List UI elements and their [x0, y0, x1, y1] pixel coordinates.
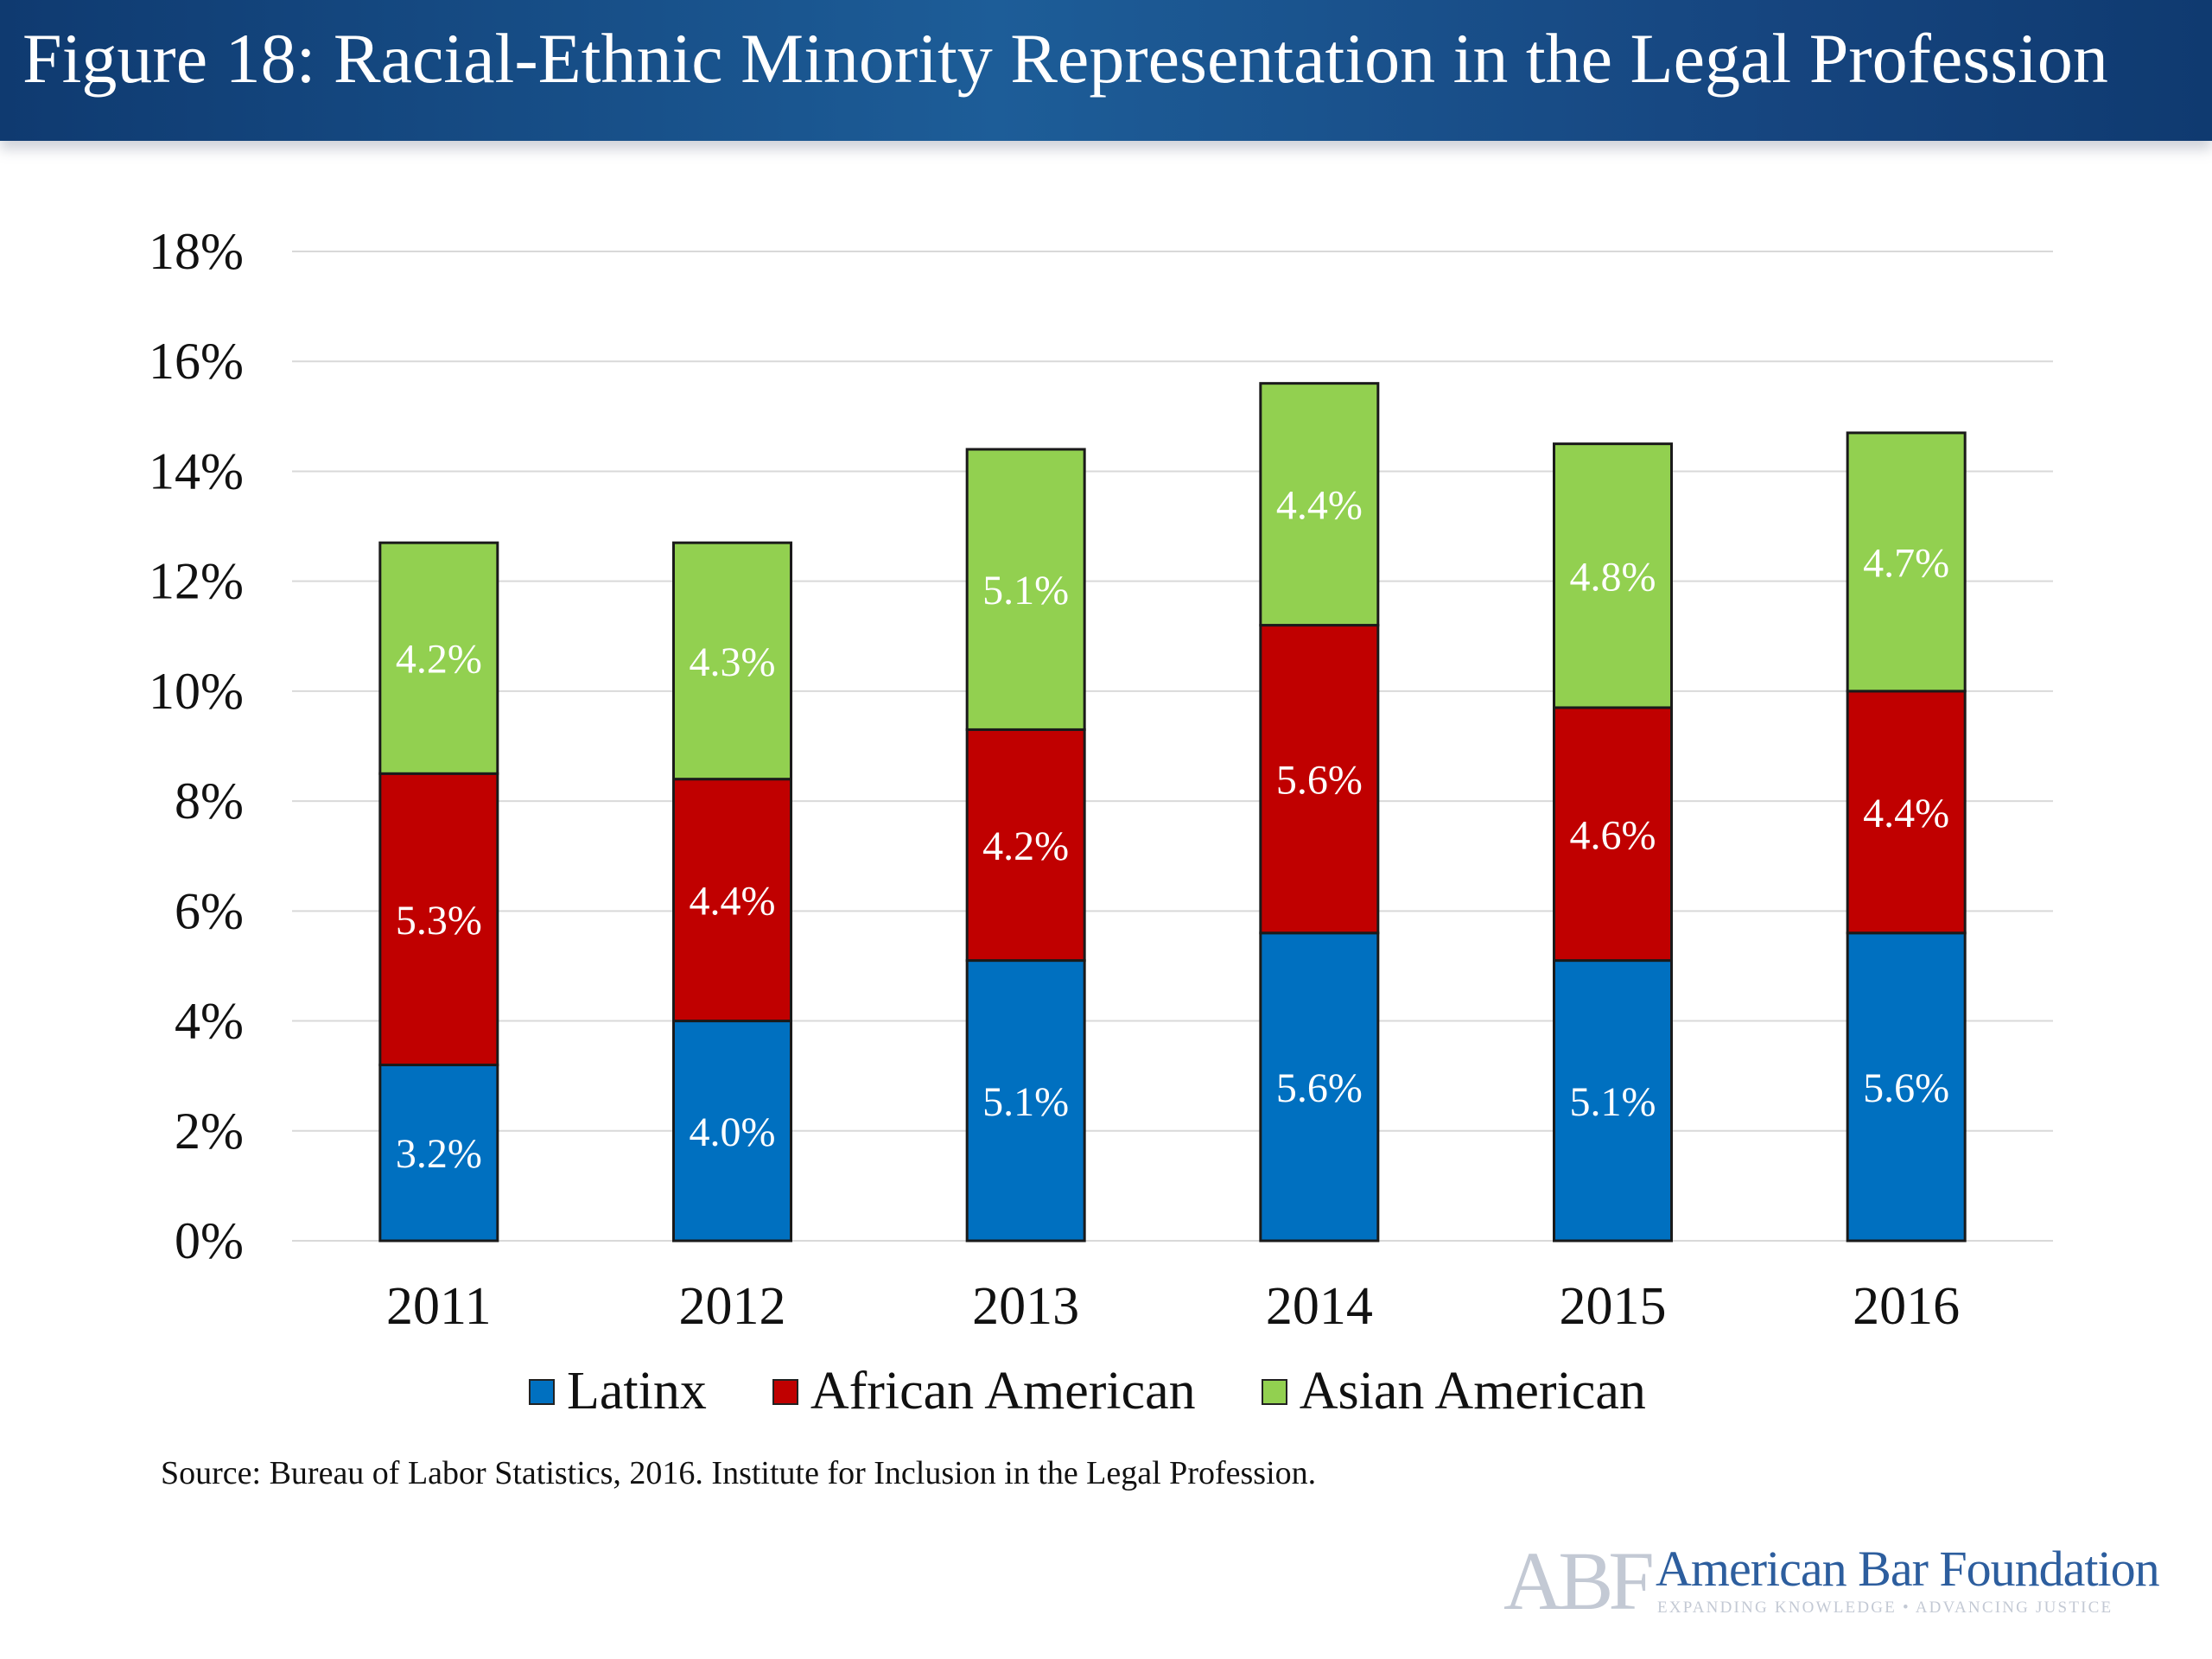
- data-label: 4.4%: [1276, 483, 1363, 529]
- logo-tagline: EXPANDING KNOWLEDGE • ADVANCING JUSTICE: [1657, 1599, 2113, 1617]
- x-tick-label: 2011: [386, 1277, 492, 1336]
- y-tick-label: 4%: [175, 993, 244, 1050]
- bar-segment: [672, 541, 792, 781]
- legend-item-asian-american: Asian American: [1261, 1361, 1646, 1422]
- data-label: 3.2%: [396, 1131, 482, 1177]
- y-tick-label: 18%: [149, 223, 244, 280]
- logo-mark: ABF: [1503, 1535, 1655, 1627]
- bar-segment: [378, 1063, 499, 1243]
- data-label: 5.6%: [1276, 1065, 1363, 1111]
- title-banner: Figure 18: Racial-Ethnic Minority Repres…: [0, 0, 2212, 141]
- legend-swatch-african-american: [772, 1378, 798, 1405]
- bar-segment: [378, 772, 499, 1066]
- bar-segment: [1259, 382, 1380, 627]
- y-tick-label: 14%: [149, 442, 244, 499]
- bar-segment: [1846, 931, 1967, 1243]
- abf-logo: ABF American Bar Foundation EXPANDING KN…: [1503, 1538, 2177, 1624]
- stacked-bar-chart: 0% 2% 4% 6% 8% 10% 12% 14% 16% 18% 3.2% 5.3% 4.2% 4.…: [149, 223, 2053, 1336]
- data-label: 4.7%: [1863, 540, 1949, 586]
- data-label: 4.8%: [1570, 554, 1656, 600]
- data-label: 4.4%: [1863, 791, 1949, 836]
- legend-label-african-american: African American: [810, 1362, 1196, 1421]
- data-label: 4.3%: [690, 639, 776, 685]
- bars: [378, 382, 1967, 1243]
- bar-segment: [1259, 624, 1380, 935]
- bar-segment: [672, 778, 792, 1023]
- data-label: 4.4%: [690, 879, 776, 925]
- bar-segment: [1553, 706, 1673, 963]
- bar-segment: [672, 1020, 792, 1243]
- data-label: 5.6%: [1276, 758, 1363, 804]
- bar-segment: [1259, 931, 1380, 1243]
- data-label: 5.1%: [1570, 1079, 1656, 1125]
- x-tick-label: 2015: [1560, 1277, 1667, 1336]
- data-label: 5.1%: [982, 568, 1069, 613]
- data-label: 4.2%: [982, 823, 1069, 869]
- x-tick-label: 2016: [1853, 1277, 1960, 1336]
- y-tick-label: 12%: [149, 553, 244, 610]
- bar-segment: [965, 728, 1086, 963]
- data-label: 4.0%: [690, 1109, 776, 1155]
- legend-label-asian-american: Asian American: [1299, 1362, 1646, 1421]
- legend-item-african-american: African American: [772, 1361, 1196, 1422]
- bar-segment: [1553, 442, 1673, 709]
- data-label: 5.6%: [1863, 1065, 1949, 1111]
- source-note: Source: Bureau of Labor Statistics, 2016…: [161, 1455, 1317, 1491]
- logo-name: American Bar Foundation: [1656, 1541, 2160, 1597]
- y-tick-label: 2%: [175, 1103, 244, 1160]
- x-axis-tick-labels: 2011 2012 2013 2014 2015 2016: [386, 1277, 1960, 1336]
- data-labels: 3.2% 5.3% 4.2% 4.0% 4.4% 4.3% 5.1% 4.2% 5.1% 5.6%…: [396, 483, 1949, 1178]
- data-label: 4.6%: [1570, 812, 1656, 858]
- data-label: 5.3%: [396, 898, 482, 944]
- y-tick-label: 10%: [149, 663, 244, 720]
- legend-swatch-asian-american: [1261, 1378, 1287, 1405]
- chart-legend: Latinx African American Asian American: [529, 1361, 1712, 1422]
- legend-swatch-latinx: [529, 1378, 555, 1405]
- bar-segment: [1553, 959, 1673, 1243]
- data-label: 5.1%: [982, 1079, 1069, 1125]
- bar-segment: [965, 448, 1086, 731]
- y-tick-label: 8%: [175, 772, 244, 830]
- page-title: Figure 18: Racial-Ethnic Minority Repres…: [22, 19, 2108, 98]
- bar-segment: [378, 541, 499, 775]
- y-tick-label: 16%: [149, 333, 244, 390]
- legend-item-latinx: Latinx: [529, 1361, 707, 1422]
- x-tick-label: 2013: [972, 1277, 1079, 1336]
- bar-segment: [1846, 431, 1967, 693]
- y-axis-tick-labels: 0% 2% 4% 6% 8% 10% 12% 14% 16% 18%: [149, 223, 244, 1269]
- bar-segment: [1846, 690, 1967, 935]
- gridlines: [292, 251, 2053, 1242]
- y-tick-label: 0%: [175, 1212, 244, 1269]
- legend-label-latinx: Latinx: [567, 1362, 707, 1421]
- data-label: 4.2%: [396, 637, 482, 683]
- y-tick-label: 6%: [175, 882, 244, 939]
- x-tick-label: 2014: [1266, 1277, 1373, 1336]
- x-tick-label: 2012: [679, 1277, 786, 1336]
